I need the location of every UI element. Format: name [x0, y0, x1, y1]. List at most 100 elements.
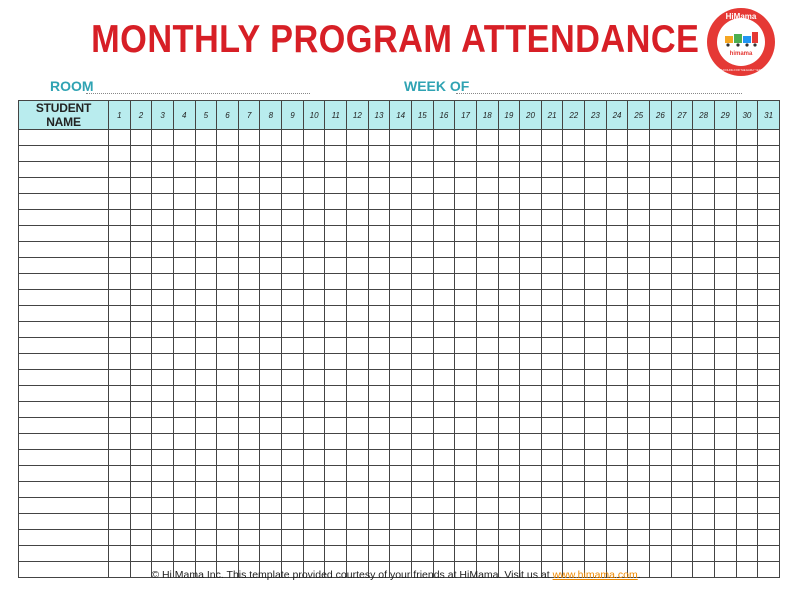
- attendance-cell[interactable]: [540, 305, 564, 322]
- attendance-cell[interactable]: [108, 481, 131, 498]
- attendance-cell[interactable]: [735, 305, 759, 322]
- attendance-cell[interactable]: [324, 401, 348, 418]
- student-name-cell[interactable]: [18, 433, 109, 450]
- attendance-cell[interactable]: [367, 449, 391, 466]
- attendance-cell[interactable]: [302, 129, 326, 146]
- attendance-cell[interactable]: [172, 273, 196, 290]
- attendance-cell[interactable]: [410, 193, 434, 210]
- attendance-cell[interactable]: [108, 529, 131, 546]
- attendance-cell[interactable]: [410, 241, 434, 258]
- attendance-cell[interactable]: [281, 241, 304, 258]
- attendance-cell[interactable]: [497, 225, 521, 242]
- attendance-cell[interactable]: [410, 353, 434, 370]
- attendance-cell[interactable]: [259, 209, 283, 226]
- student-name-cell[interactable]: [18, 401, 109, 418]
- attendance-cell[interactable]: [692, 385, 715, 402]
- attendance-cell[interactable]: [281, 529, 304, 546]
- attendance-cell[interactable]: [302, 145, 326, 162]
- attendance-cell[interactable]: [540, 513, 564, 530]
- attendance-cell[interactable]: [540, 417, 564, 434]
- attendance-cell[interactable]: [735, 225, 759, 242]
- attendance-cell[interactable]: [389, 305, 412, 322]
- attendance-cell[interactable]: [605, 257, 629, 274]
- attendance-cell[interactable]: [584, 545, 607, 562]
- attendance-cell[interactable]: [757, 545, 780, 562]
- attendance-cell[interactable]: [389, 481, 412, 498]
- attendance-cell[interactable]: [475, 481, 499, 498]
- attendance-cell[interactable]: [194, 129, 218, 146]
- attendance-cell[interactable]: [627, 401, 651, 418]
- attendance-cell[interactable]: [562, 385, 586, 402]
- attendance-cell[interactable]: [475, 417, 499, 434]
- attendance-cell[interactable]: [216, 193, 239, 210]
- attendance-cell[interactable]: [540, 481, 564, 498]
- attendance-cell[interactable]: [519, 513, 542, 530]
- attendance-cell[interactable]: [497, 193, 521, 210]
- student-name-cell[interactable]: [18, 497, 109, 514]
- attendance-cell[interactable]: [605, 481, 629, 498]
- attendance-cell[interactable]: [108, 497, 131, 514]
- attendance-cell[interactable]: [237, 273, 261, 290]
- attendance-cell[interactable]: [692, 225, 715, 242]
- attendance-cell[interactable]: [324, 273, 348, 290]
- attendance-cell[interactable]: [108, 353, 131, 370]
- attendance-cell[interactable]: [367, 481, 391, 498]
- attendance-cell[interactable]: [151, 273, 174, 290]
- attendance-cell[interactable]: [519, 449, 542, 466]
- attendance-cell[interactable]: [172, 513, 196, 530]
- attendance-cell[interactable]: [735, 321, 759, 338]
- attendance-cell[interactable]: [281, 321, 304, 338]
- attendance-cell[interactable]: [194, 353, 218, 370]
- attendance-cell[interactable]: [389, 529, 412, 546]
- attendance-cell[interactable]: [129, 305, 153, 322]
- attendance-cell[interactable]: [151, 145, 174, 162]
- attendance-cell[interactable]: [627, 529, 651, 546]
- attendance-cell[interactable]: [259, 369, 283, 386]
- attendance-cell[interactable]: [324, 529, 348, 546]
- student-name-cell[interactable]: [18, 369, 109, 386]
- attendance-cell[interactable]: [562, 193, 586, 210]
- attendance-cell[interactable]: [519, 177, 542, 194]
- attendance-cell[interactable]: [389, 193, 412, 210]
- attendance-cell[interactable]: [237, 481, 261, 498]
- attendance-cell[interactable]: [432, 177, 456, 194]
- attendance-cell[interactable]: [649, 241, 672, 258]
- attendance-cell[interactable]: [108, 129, 131, 146]
- attendance-cell[interactable]: [475, 257, 499, 274]
- attendance-cell[interactable]: [281, 305, 304, 322]
- attendance-cell[interactable]: [605, 433, 629, 450]
- attendance-cell[interactable]: [367, 433, 391, 450]
- attendance-cell[interactable]: [259, 145, 283, 162]
- attendance-cell[interactable]: [627, 209, 651, 226]
- attendance-cell[interactable]: [432, 465, 456, 482]
- attendance-cell[interactable]: [649, 289, 672, 306]
- attendance-cell[interactable]: [324, 497, 348, 514]
- attendance-cell[interactable]: [475, 241, 499, 258]
- attendance-cell[interactable]: [454, 321, 477, 338]
- attendance-cell[interactable]: [216, 289, 239, 306]
- attendance-cell[interactable]: [540, 497, 564, 514]
- attendance-cell[interactable]: [454, 401, 477, 418]
- attendance-cell[interactable]: [757, 449, 780, 466]
- attendance-cell[interactable]: [584, 529, 607, 546]
- attendance-cell[interactable]: [172, 401, 196, 418]
- attendance-cell[interactable]: [540, 289, 564, 306]
- attendance-cell[interactable]: [562, 129, 586, 146]
- attendance-cell[interactable]: [432, 545, 456, 562]
- attendance-cell[interactable]: [151, 417, 174, 434]
- attendance-cell[interactable]: [237, 161, 261, 178]
- attendance-cell[interactable]: [172, 449, 196, 466]
- attendance-cell[interactable]: [454, 193, 477, 210]
- attendance-cell[interactable]: [519, 481, 542, 498]
- attendance-cell[interactable]: [129, 465, 153, 482]
- attendance-cell[interactable]: [475, 225, 499, 242]
- attendance-cell[interactable]: [454, 449, 477, 466]
- attendance-cell[interactable]: [627, 273, 651, 290]
- attendance-cell[interactable]: [649, 225, 672, 242]
- attendance-cell[interactable]: [259, 177, 283, 194]
- attendance-cell[interactable]: [713, 353, 737, 370]
- attendance-cell[interactable]: [172, 225, 196, 242]
- attendance-cell[interactable]: [237, 145, 261, 162]
- attendance-cell[interactable]: [172, 385, 196, 402]
- attendance-cell[interactable]: [475, 385, 499, 402]
